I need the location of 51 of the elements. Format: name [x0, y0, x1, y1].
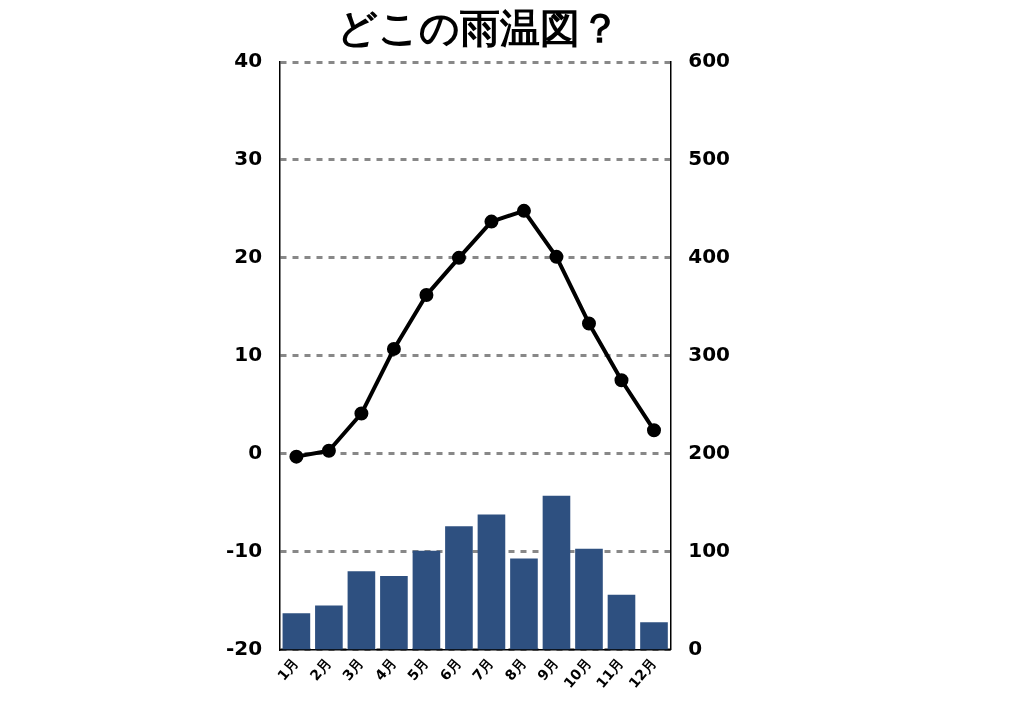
y2-tick-label: 600 [688, 48, 730, 73]
x-tick-label: 8月 [501, 654, 530, 684]
y2-tick-label: 300 [688, 341, 730, 366]
bar [575, 548, 603, 650]
x-tick-label: 9月 [534, 654, 562, 684]
x-tick-label: 3月 [338, 654, 367, 684]
point [321, 443, 336, 458]
y-tick-label: 20 [234, 244, 263, 269]
point [386, 341, 401, 356]
y-tick-label: 30 [234, 146, 263, 171]
bar [347, 571, 376, 650]
bar [380, 576, 408, 650]
y2-tick-label: 100 [688, 537, 730, 562]
point [549, 249, 564, 264]
bar [315, 605, 343, 650]
y-tick-label: 0 [248, 439, 263, 464]
bar [542, 495, 571, 650]
point [484, 214, 499, 229]
point [419, 288, 434, 303]
y2-tick-label: 0 [688, 635, 703, 660]
x-tick-label: 1月 [273, 654, 302, 684]
y2-tick-label: 400 [688, 244, 730, 269]
x-tick-label: 6月 [436, 654, 465, 684]
x-tick-label: 5月 [404, 654, 432, 684]
bar [477, 514, 506, 650]
bar [412, 550, 441, 650]
chart-title: どこの雨温図？ [336, 5, 620, 52]
bar [445, 526, 473, 650]
x-tick-label: 12月 [625, 654, 660, 691]
point [581, 316, 596, 331]
point [451, 250, 466, 265]
y-tick-label: -10 [225, 537, 263, 562]
bar [607, 594, 636, 650]
x-tick-label: 10月 [560, 654, 595, 691]
y-tick-label: -20 [225, 635, 263, 660]
bar [510, 558, 538, 650]
y-tick-label: 10 [234, 341, 263, 366]
point [516, 203, 531, 218]
x-tick-label: 4月 [371, 654, 399, 684]
bar [640, 622, 668, 650]
bar [282, 613, 311, 650]
point [354, 406, 369, 421]
point [289, 449, 304, 464]
x-tick-label: 7月 [469, 654, 497, 684]
y2-tick-label: 500 [688, 146, 730, 171]
x-tick-label: 2月 [306, 654, 334, 684]
y2-tick-label: 200 [688, 439, 730, 464]
point [614, 373, 629, 388]
point [647, 423, 661, 438]
y-tick-label: 40 [234, 48, 263, 73]
x-tick-label: 11月 [592, 654, 627, 691]
